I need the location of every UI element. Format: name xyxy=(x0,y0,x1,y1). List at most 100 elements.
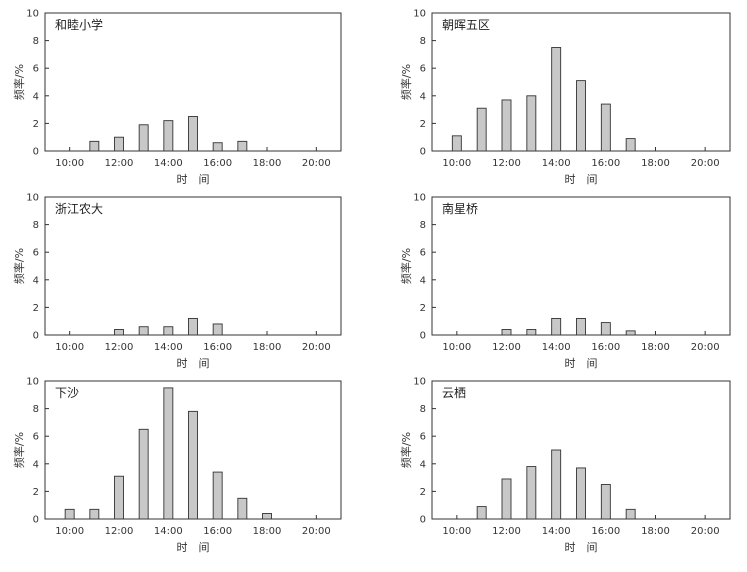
panel-title: 浙江农大 xyxy=(55,202,103,216)
x-tick-label: 10:00 xyxy=(442,342,471,353)
bar xyxy=(212,471,223,520)
bar xyxy=(114,329,124,336)
chart-panel: 0 2 4 6 8 10 10:00 12:00 14:00 16:00 18:00 20:00 南星桥… xyxy=(399,193,731,370)
y-tick-label: 10 xyxy=(413,9,426,20)
x-axis-label: 时 间 xyxy=(565,173,598,186)
y-tick-label: 0 xyxy=(420,147,426,158)
y-tick-label: 8 xyxy=(33,220,39,231)
y-tick-label: 2 xyxy=(420,119,426,130)
y-axis-label: 频率/% xyxy=(12,64,26,100)
y-tick-label: 10 xyxy=(413,377,426,388)
y-tick-label: 8 xyxy=(420,220,426,231)
y-tick-label: 0 xyxy=(420,331,426,342)
x-tick-label: 10:00 xyxy=(442,526,471,537)
panel-title: 和睦小学 xyxy=(55,17,103,32)
x-tick-label: 16:00 xyxy=(203,342,232,353)
x-tick-label: 12:00 xyxy=(492,526,521,537)
bar xyxy=(501,99,512,152)
x-tick-label: 16:00 xyxy=(591,342,620,353)
x-tick-label: 14:00 xyxy=(154,342,183,353)
y-tick-label: 6 xyxy=(420,248,426,259)
x-tick-label: 14:00 xyxy=(542,342,571,353)
y-tick-label: 2 xyxy=(420,303,426,314)
bar xyxy=(476,107,487,152)
x-tick-label: 16:00 xyxy=(591,526,620,537)
bar xyxy=(551,449,562,520)
chart-panel: 0 2 4 6 8 10 10:00 12:00 14:00 16:00 18:00 20:00 下沙时… xyxy=(12,377,342,554)
x-axis-label: 时 间 xyxy=(177,357,210,370)
y-tick-label: 10 xyxy=(26,193,39,204)
bar xyxy=(476,506,487,520)
bar xyxy=(138,428,149,520)
bar xyxy=(551,47,562,152)
y-axis-label: 频率/% xyxy=(399,432,413,468)
x-tick-label: 10:00 xyxy=(55,526,84,537)
x-tick-label: 18:00 xyxy=(641,526,670,537)
x-tick-label: 14:00 xyxy=(542,158,571,169)
bar xyxy=(526,95,537,152)
panel-title: 云栖 xyxy=(442,385,466,400)
y-tick-label: 0 xyxy=(33,331,39,342)
bar xyxy=(163,326,174,336)
bar xyxy=(89,508,100,520)
x-tick-label: 18:00 xyxy=(253,158,282,169)
y-tick-label: 2 xyxy=(33,119,39,130)
x-tick-label: 20:00 xyxy=(691,526,720,537)
bar xyxy=(188,116,198,152)
chart-panel: 0 2 4 6 8 10 10:00 12:00 14:00 16:00 18:00 20:00 浙江农… xyxy=(12,193,342,370)
y-tick-label: 10 xyxy=(26,377,39,388)
x-tick-label: 16:00 xyxy=(591,158,620,169)
y-tick-label: 0 xyxy=(33,147,39,158)
x-tick-label: 12:00 xyxy=(492,158,521,169)
bar xyxy=(262,513,272,520)
bar xyxy=(600,322,611,336)
x-tick-label: 12:00 xyxy=(492,342,521,353)
y-tick-label: 4 xyxy=(420,275,426,286)
y-axis-label: 频率/% xyxy=(12,432,26,468)
y-tick-label: 8 xyxy=(420,36,426,47)
bar xyxy=(212,323,223,336)
bar xyxy=(576,317,586,336)
chart-panel: 0 2 4 6 8 10 10:00 12:00 14:00 16:00 18:00 20:00 朝晖五… xyxy=(399,9,731,186)
x-tick-label: 18:00 xyxy=(641,158,670,169)
x-tick-label: 12:00 xyxy=(105,158,134,169)
bar xyxy=(600,484,611,520)
y-tick-label: 10 xyxy=(26,9,39,20)
y-tick-label: 10 xyxy=(413,193,426,204)
y-tick-label: 2 xyxy=(420,487,426,498)
y-tick-label: 4 xyxy=(33,459,39,470)
bar xyxy=(212,142,223,152)
bar xyxy=(114,475,124,520)
x-tick-label: 18:00 xyxy=(253,526,282,537)
y-axis-label: 频率/% xyxy=(399,248,413,284)
bar xyxy=(625,330,636,336)
x-tick-label: 20:00 xyxy=(302,526,331,537)
y-tick-label: 0 xyxy=(420,515,426,526)
x-tick-label: 10:00 xyxy=(55,158,84,169)
y-tick-label: 4 xyxy=(33,275,39,286)
bar xyxy=(237,497,248,520)
bar xyxy=(237,140,248,152)
chart-panel: 0 2 4 6 8 10 10:00 12:00 14:00 16:00 18:00 20:00 云栖时… xyxy=(399,377,731,554)
bar xyxy=(114,136,124,152)
bar xyxy=(64,508,75,520)
bar xyxy=(451,135,462,152)
y-tick-label: 2 xyxy=(33,487,39,498)
panel-title: 下沙 xyxy=(55,386,79,400)
bar xyxy=(526,329,537,336)
x-tick-label: 10:00 xyxy=(55,342,84,353)
bar xyxy=(501,329,512,336)
x-axis-label: 时 间 xyxy=(565,541,598,554)
bar xyxy=(188,410,198,520)
x-tick-label: 12:00 xyxy=(105,342,134,353)
bar xyxy=(526,466,537,520)
x-axis-label: 时 间 xyxy=(565,357,598,370)
y-axis-label: 频率/% xyxy=(399,64,413,100)
x-tick-label: 14:00 xyxy=(154,158,183,169)
bar xyxy=(89,140,100,152)
x-tick-label: 20:00 xyxy=(691,158,720,169)
x-tick-label: 20:00 xyxy=(302,158,331,169)
x-tick-label: 20:00 xyxy=(302,342,331,353)
bar xyxy=(501,478,512,520)
